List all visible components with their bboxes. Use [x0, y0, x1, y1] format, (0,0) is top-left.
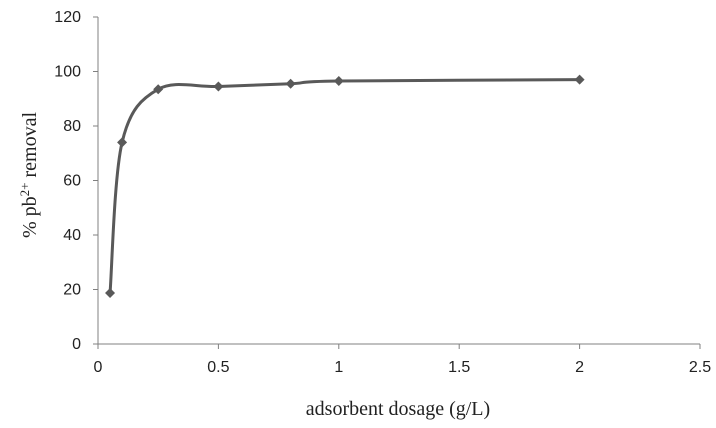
x-tick-label: 1	[334, 359, 343, 376]
y-tick-label: 0	[72, 336, 81, 353]
x-tick-label: 0.5	[207, 359, 229, 376]
y-tick-label: 100	[54, 64, 81, 81]
y-axis-title-base: pb	[19, 196, 41, 216]
y-tick-label: 20	[63, 282, 81, 299]
y-axis-title-superscript: 2+	[17, 183, 32, 197]
x-tick-label: 2.5	[689, 359, 711, 376]
y-axis-title: % pb2+ removal	[17, 97, 42, 263]
data-point-marker	[574, 74, 585, 85]
y-tick-label: 60	[63, 173, 81, 190]
y-axis-title-suffix: removal	[19, 112, 41, 183]
data-point-marker	[285, 78, 296, 89]
x-axis-ticks: 0 0.5 1 1.5 2 2.5	[94, 344, 711, 376]
x-axis-title: adsorbent dosage (g/L)	[306, 398, 490, 420]
data-point-marker	[333, 76, 344, 87]
x-tick-label: 1.5	[448, 359, 470, 376]
x-tick-label: 0	[94, 359, 103, 376]
data-point-marker	[105, 288, 116, 299]
data-point-marker	[213, 81, 224, 92]
data-point-marker	[153, 84, 164, 95]
series-group	[105, 74, 585, 299]
x-tick-label: 2	[575, 359, 584, 376]
y-tick-label: 120	[54, 9, 81, 26]
series-line	[108, 78, 580, 294]
data-point-marker	[117, 137, 128, 148]
y-axis-title-prefix: %	[19, 216, 41, 238]
y-tick-label: 80	[63, 118, 81, 135]
y-tick-label: 40	[63, 227, 81, 244]
y-axis-ticks: 0 20 40 60 80 100 120	[54, 9, 98, 353]
axes	[97, 17, 700, 345]
